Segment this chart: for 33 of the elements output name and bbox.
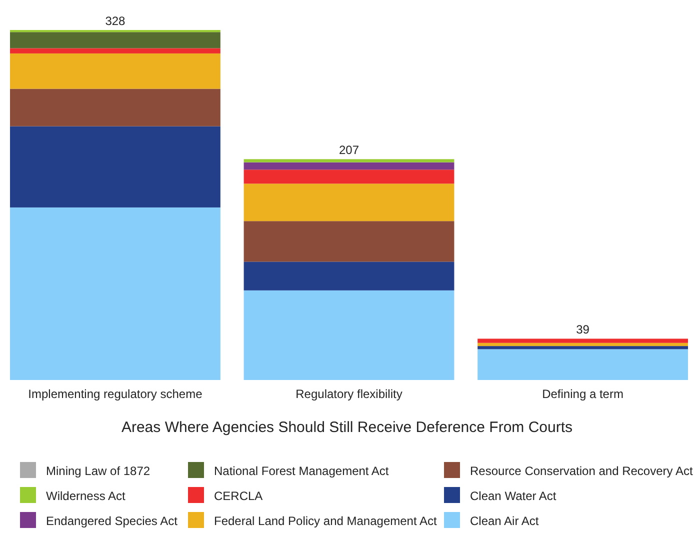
legend-label: Endangered Species Act	[46, 514, 178, 528]
bar	[10, 88, 220, 126]
bar	[10, 126, 220, 208]
annotation: 39	[576, 322, 590, 337]
x-tick-label: Regulatory flexibility	[296, 387, 402, 401]
legend-label: National Forest Management Act	[214, 464, 390, 478]
legend-label: CERCLA	[214, 489, 263, 503]
x-axis-title: Areas Where Agencies Should Still Receive Deference From Courts	[121, 419, 573, 436]
x-tick-label: Defining a term	[542, 387, 624, 401]
bar	[478, 338, 688, 343]
bar	[10, 32, 220, 48]
annotation: 328	[105, 14, 126, 28]
x-tick-label: Implementing regulatory scheme	[28, 387, 203, 401]
bar	[478, 349, 688, 380]
bar	[244, 184, 454, 222]
bar	[244, 221, 454, 262]
legend-label: Wilderness Act	[46, 489, 126, 503]
legend-label: Resource Conservation and Recovery Act	[470, 464, 694, 478]
bar	[244, 290, 454, 380]
bar	[244, 159, 454, 162]
bar	[244, 170, 454, 184]
bar	[478, 346, 688, 350]
legend-label: Mining Law of 1872	[46, 464, 150, 478]
legend-label: Clean Water Act	[470, 489, 557, 503]
legend-label: Federal Land Policy and Management Act	[214, 514, 438, 528]
bar	[244, 162, 454, 170]
bar	[10, 48, 220, 54]
bar	[244, 262, 454, 290]
bar	[478, 342, 688, 346]
bar	[10, 53, 220, 89]
legend-label: Clean Air Act	[470, 514, 540, 528]
annotation: 207	[338, 143, 360, 158]
bar	[10, 207, 220, 380]
